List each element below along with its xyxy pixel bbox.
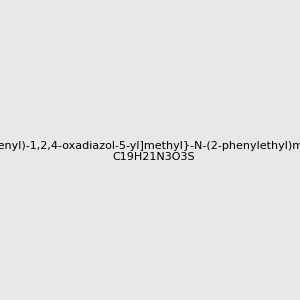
Text: N-{[3-(2-methylphenyl)-1,2,4-oxadiazol-5-yl]methyl}-N-(2-phenylethyl)methanesulf: N-{[3-(2-methylphenyl)-1,2,4-oxadiazol-5…: [0, 141, 300, 162]
